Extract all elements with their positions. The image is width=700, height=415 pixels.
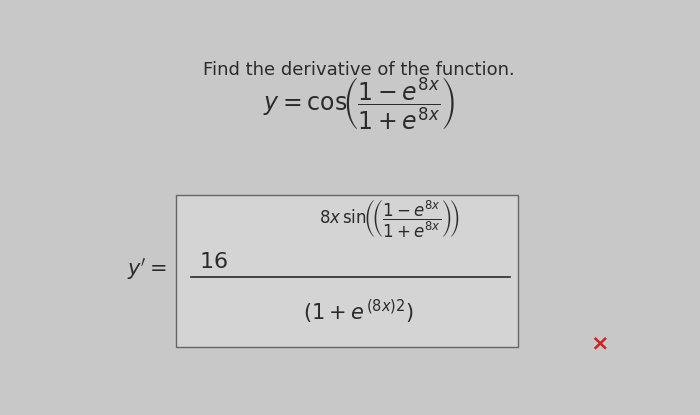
Text: $\mathbf{\times}$: $\mathbf{\times}$	[590, 335, 608, 355]
Text: $8x\,\mathrm{sin}\!\left(\!\left(\dfrac{1-e^{8x}}{1+e^{8x}}\right)\!\right)$: $8x\,\mathrm{sin}\!\left(\!\left(\dfrac{…	[319, 198, 460, 240]
Text: $y = \mathrm{cos}\!\left(\dfrac{1 - e^{8x}}{1 + e^{8x}}\right)$: $y = \mathrm{cos}\!\left(\dfrac{1 - e^{8…	[262, 75, 455, 132]
Text: $\left(1+e^{\,(8x)2}\right)$: $\left(1+e^{\,(8x)2}\right)$	[303, 298, 414, 326]
FancyBboxPatch shape	[176, 195, 519, 347]
Text: $y' =$: $y' =$	[127, 256, 167, 282]
Text: Find the derivative of the function.: Find the derivative of the function.	[203, 61, 514, 79]
Text: $16$: $16$	[199, 251, 228, 271]
